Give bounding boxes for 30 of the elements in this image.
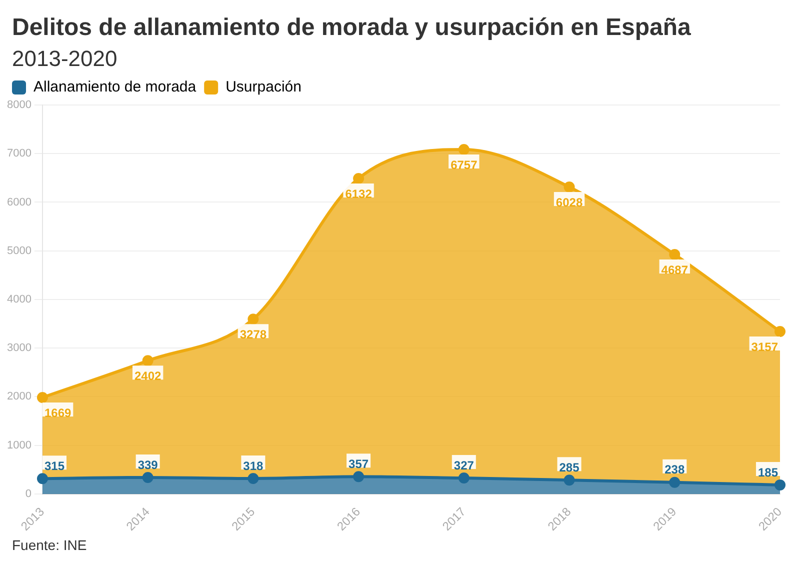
data-label: 185 [758, 465, 778, 480]
data-label: 6132 [345, 186, 372, 201]
data-label: 238 [664, 462, 685, 477]
y-tick-label: 0 [25, 488, 32, 500]
data-label: 327 [454, 458, 474, 472]
data-label: 2402 [134, 368, 162, 383]
chart-title: Delitos de allanamiento de morada y usurpación en España [12, 14, 692, 42]
y-tick-label: 3000 [6, 342, 32, 354]
data-label: 3278 [240, 327, 267, 342]
y-tick-label: 4000 [6, 294, 32, 306]
chart-subtitle: 2013-2020 [12, 46, 118, 72]
y-tick-label: 5000 [6, 244, 32, 257]
y-tick-label: 1000 [6, 439, 32, 452]
legend-label: Usurpación [226, 78, 302, 96]
data-label: 6757 [450, 158, 478, 172]
data-label: 3157 [751, 340, 778, 354]
y-tick-label: 6000 [6, 196, 32, 208]
y-tick-label: 2000 [6, 390, 32, 403]
y-tick-label: 8000 [6, 99, 32, 112]
data-label: 4687 [661, 262, 688, 277]
source-note: Fuente: INE [12, 537, 88, 553]
legend-label: Allanamiento de morada [34, 78, 197, 96]
data-label: 6028 [556, 195, 583, 210]
data-label: 1669 [44, 406, 72, 420]
data-label: 285 [559, 460, 580, 474]
data-label: 339 [138, 458, 158, 472]
data-label: 357 [348, 456, 369, 471]
data-label: 318 [243, 458, 264, 473]
y-tick-label: 7000 [6, 148, 32, 160]
data-label: 315 [44, 458, 65, 473]
